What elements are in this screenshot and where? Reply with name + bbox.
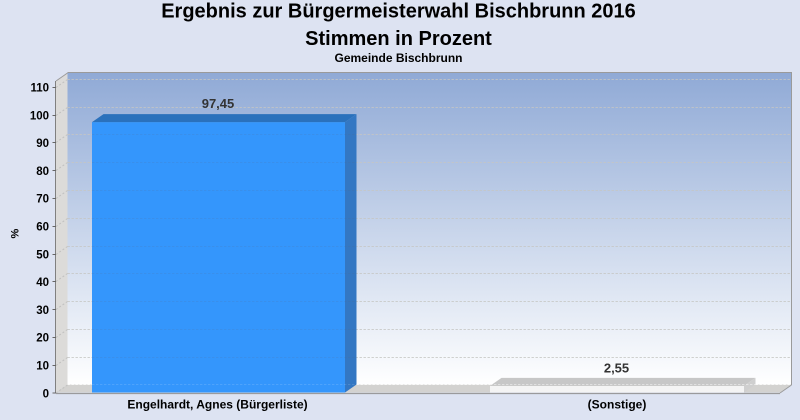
svg-text:70: 70 — [36, 194, 49, 206]
svg-text:Stimmen in Prozent: Stimmen in Prozent — [305, 28, 492, 50]
svg-text:Ergebnis zur Bürgermeisterwahl: Ergebnis zur Bürgermeisterwahl Bischbrun… — [161, 1, 636, 23]
svg-text:(Sonstige): (Sonstige) — [588, 397, 647, 411]
svg-text:Gemeinde Bischbrunn: Gemeinde Bischbrunn — [334, 51, 462, 65]
svg-text:0: 0 — [43, 388, 49, 400]
svg-text:100: 100 — [30, 110, 49, 122]
svg-text:Engelhardt, Agnes (Bürgerliste: Engelhardt, Agnes (Bürgerliste) — [127, 397, 307, 411]
svg-text:50: 50 — [36, 249, 49, 261]
svg-text:20: 20 — [36, 333, 49, 345]
svg-text:10: 10 — [36, 361, 49, 373]
svg-text:60: 60 — [36, 222, 49, 234]
svg-text:97,45: 97,45 — [202, 96, 235, 111]
svg-text:110: 110 — [30, 83, 49, 95]
svg-text:40: 40 — [36, 277, 49, 289]
svg-text:%: % — [9, 228, 21, 238]
svg-text:80: 80 — [36, 166, 49, 178]
svg-text:90: 90 — [36, 138, 49, 150]
svg-text:2,55: 2,55 — [604, 360, 629, 375]
svg-text:30: 30 — [36, 305, 49, 317]
